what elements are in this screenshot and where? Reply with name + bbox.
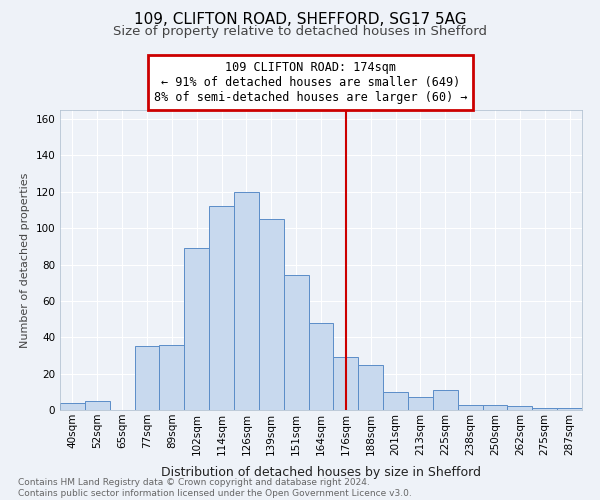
Text: 109 CLIFTON ROAD: 174sqm
← 91% of detached houses are smaller (649)
8% of semi-d: 109 CLIFTON ROAD: 174sqm ← 91% of detach… — [154, 61, 467, 104]
Bar — [60, 402, 85, 410]
Bar — [482, 404, 508, 410]
Bar — [408, 398, 433, 410]
Bar — [85, 401, 110, 410]
Bar — [184, 248, 209, 410]
Text: 109, CLIFTON ROAD, SHEFFORD, SG17 5AG: 109, CLIFTON ROAD, SHEFFORD, SG17 5AG — [134, 12, 466, 28]
Bar — [383, 392, 408, 410]
Bar — [234, 192, 259, 410]
Bar — [160, 344, 184, 410]
Bar — [458, 404, 482, 410]
Bar — [433, 390, 458, 410]
Bar — [557, 408, 582, 410]
Text: Contains HM Land Registry data © Crown copyright and database right 2024.
Contai: Contains HM Land Registry data © Crown c… — [18, 478, 412, 498]
Bar — [284, 276, 308, 410]
X-axis label: Distribution of detached houses by size in Shefford: Distribution of detached houses by size … — [161, 466, 481, 479]
Y-axis label: Number of detached properties: Number of detached properties — [20, 172, 30, 348]
Bar — [508, 406, 532, 410]
Bar — [134, 346, 160, 410]
Bar — [259, 219, 284, 410]
Bar — [334, 358, 358, 410]
Bar — [358, 364, 383, 410]
Text: Size of property relative to detached houses in Shefford: Size of property relative to detached ho… — [113, 25, 487, 38]
Bar — [532, 408, 557, 410]
Bar — [209, 206, 234, 410]
Bar — [308, 322, 334, 410]
